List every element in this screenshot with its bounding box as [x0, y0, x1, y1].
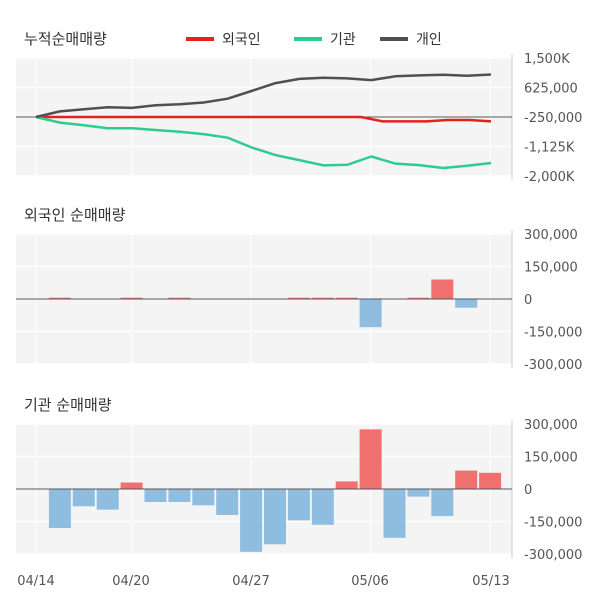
bar	[120, 482, 143, 489]
bar	[168, 297, 191, 300]
bar	[216, 489, 239, 515]
y-tick-label: 0	[524, 293, 532, 308]
y-tick-label: 150,000	[524, 261, 578, 276]
bar	[72, 489, 95, 507]
y-tick-label: 1,500K	[524, 52, 570, 67]
series-line	[36, 115, 492, 123]
series-line	[35, 115, 492, 170]
x-tick-label: 05/06	[351, 574, 388, 589]
bar	[48, 489, 71, 528]
bar	[455, 470, 478, 489]
series-line	[35, 73, 492, 119]
y-tick-label: 625,000	[524, 82, 578, 97]
bar	[144, 489, 167, 502]
bar	[479, 472, 502, 490]
y-tick-label: -150,000	[524, 516, 582, 531]
legend-label: 개인	[416, 32, 442, 48]
x-tick-label: 04/14	[17, 574, 54, 589]
chart-title: 외국인 순매매량	[24, 206, 126, 224]
bar	[168, 489, 191, 502]
bar	[311, 297, 334, 300]
legend-label: 외국인	[222, 32, 261, 48]
bar	[48, 297, 71, 300]
bar	[383, 489, 406, 538]
bar	[335, 297, 358, 300]
bar	[96, 489, 119, 510]
y-tick-label: -250,000	[524, 111, 582, 126]
chart-title: 누적순매매량	[24, 30, 107, 48]
y-tick-label: 300,000	[524, 418, 578, 433]
bar	[431, 279, 454, 299]
x-tick-label: 04/27	[232, 574, 269, 589]
bar	[335, 481, 358, 489]
bar	[431, 489, 454, 517]
bar	[287, 489, 310, 521]
y-tick-label: -1,125K	[524, 141, 575, 156]
bar	[311, 489, 334, 525]
legend-label: 기관	[330, 32, 356, 48]
bar	[455, 299, 478, 308]
bar	[359, 429, 382, 489]
chart-title: 기관 순매매량	[24, 396, 112, 414]
bar	[359, 299, 382, 328]
bar	[120, 297, 143, 300]
y-tick-label: 150,000	[524, 451, 578, 466]
bar	[407, 489, 430, 497]
bar	[240, 489, 263, 552]
y-tick-label: -150,000	[524, 326, 582, 341]
x-tick-label: 04/20	[112, 574, 149, 589]
bar	[287, 297, 310, 300]
y-tick-label: -2,000K	[524, 170, 575, 185]
bar	[264, 489, 286, 545]
y-tick-label: 300,000	[524, 228, 578, 243]
y-tick-label: -300,000	[524, 548, 582, 563]
bar	[192, 489, 215, 506]
y-tick-label: 0	[524, 483, 532, 498]
bar	[407, 297, 430, 300]
x-tick-label: 05/13	[472, 574, 509, 589]
y-tick-label: -300,000	[524, 358, 582, 373]
